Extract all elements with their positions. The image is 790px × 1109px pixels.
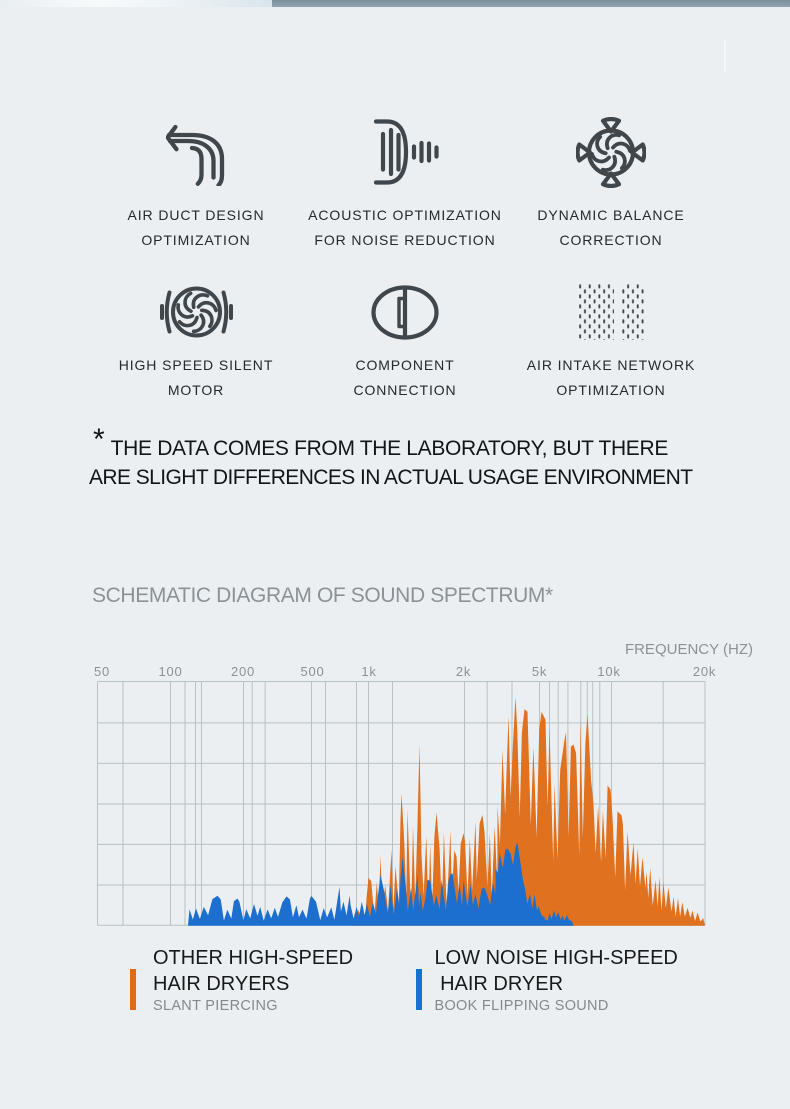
feature-label-component-connection: COMPONENT CONNECTION	[353, 357, 457, 398]
legend-item-other-dryers	[129, 969, 136, 1010]
legend-swatch-blue	[415, 969, 422, 1010]
feature-label-silent-motor: HIGH SPEED SILENT MOTOR	[118, 357, 274, 398]
feature-label-acoustic: ACOUSTIC OPTIMIZATION FOR NOISE REDUCTIO…	[308, 207, 502, 248]
x-tick-2k: 2k	[455, 664, 472, 679]
x-tick-200: 200	[230, 664, 256, 679]
feature-air-intake: AIR INTAKE NETWORK OPTIMIZATION	[496, 282, 726, 403]
feature-dynamic-balance: DYNAMIC BALANCE CORRECTION	[496, 116, 726, 253]
disclaimer-line1: THE DATA COMES FROM THE LABORATORY, BUT …	[110, 436, 669, 460]
x-tick-10k: 10k	[597, 664, 621, 679]
sound-spectrum-chart	[96, 681, 705, 926]
air-intake-icon	[496, 282, 726, 342]
legend-sublabel-other-dryers: SLANT PIERCING	[153, 997, 278, 1014]
legend-label-low-noise: LOW NOISE HIGH-SPEED HAIR DRYER	[434, 946, 678, 995]
disclaimer-note: * THE DATA COMES FROM THE LABORATORY, BUT…	[89, 424, 693, 492]
top-strip-right	[272, 0, 790, 7]
feature-label-air-intake: AIR INTAKE NETWORK OPTIMIZATION	[526, 357, 696, 398]
disclaimer-line2: ARE SLIGHT DIFFERENCES IN ACTUAL USAGE E…	[89, 465, 693, 489]
chart-title: SCHEMATIC DIAGRAM OF SOUND SPECTRUM*	[92, 583, 553, 607]
component-connection-icon	[290, 282, 520, 342]
feature-acoustic: ACOUSTIC OPTIMIZATION FOR NOISE REDUCTIO…	[290, 116, 520, 253]
legend-item-low-noise	[415, 969, 422, 1010]
x-tick-1k: 1k	[361, 664, 377, 679]
silent-motor-icon	[81, 282, 311, 342]
series-low-noise	[187, 842, 573, 926]
top-strip-left	[0, 0, 272, 7]
dynamic-balance-icon	[496, 116, 726, 188]
x-tick-50: 50	[93, 664, 111, 679]
acoustic-icon	[290, 116, 520, 188]
feature-label-air-duct: AIR DUCT DESIGN OPTIMIZATION	[127, 207, 265, 248]
feature-silent-motor: HIGH SPEED SILENT MOTOR	[81, 282, 311, 403]
asterisk-mark: *	[92, 422, 105, 456]
x-tick-20k: 20k	[692, 664, 717, 679]
series-other-dryers	[353, 696, 705, 926]
legend-text-low-noise: LOW NOISE HIGH-SPEED HAIR DRYER BOOK FLI…	[435, 945, 678, 1016]
feature-label-dynamic-balance: DYNAMIC BALANCE CORRECTION	[537, 207, 685, 248]
air-duct-icon	[81, 116, 311, 188]
legend-label-other-dryers: OTHER HIGH-SPEED HAIR DRYERS	[153, 946, 354, 995]
x-tick-5k: 5k	[531, 664, 548, 679]
x-tick-100: 100	[158, 664, 183, 679]
glare-artifact	[724, 40, 726, 72]
legend-text-other-dryers: OTHER HIGH-SPEED HAIR DRYERS SLANT PIERC…	[153, 945, 353, 1016]
feature-air-duct: AIR DUCT DESIGN OPTIMIZATION	[81, 116, 311, 253]
legend-sublabel-low-noise: BOOK FLIPPING SOUND	[434, 997, 609, 1014]
x-tick-500: 500	[300, 664, 325, 679]
feature-component-connection: COMPONENT CONNECTION	[290, 282, 520, 403]
x-axis-label: FREQUENCY (HZ)	[624, 640, 753, 658]
legend-swatch-orange	[129, 969, 136, 1010]
